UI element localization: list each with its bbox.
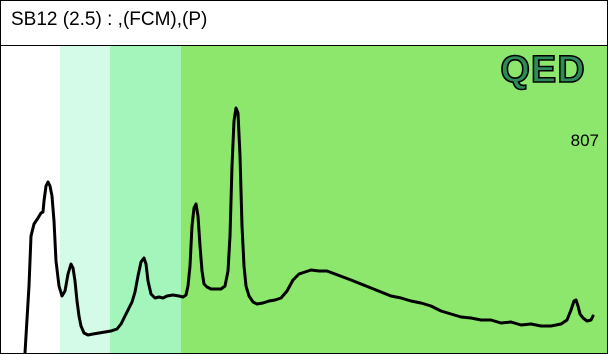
spectrum-plot-area: QED 807: [1, 46, 607, 353]
count-readout: 807: [570, 131, 599, 150]
zone-mid: [110, 46, 181, 353]
spectrum-svg: QED: [23, 46, 607, 353]
sample-title: SB12 (2.5) : ,(FCM),(P): [11, 9, 208, 30]
spectrum-trace: [23, 106, 595, 353]
qed-logo: QED: [500, 49, 585, 91]
title-bar: SB12 (2.5) : ,(FCM),(P): [1, 1, 607, 46]
zone-main: [181, 46, 607, 353]
zone-light: [60, 46, 110, 353]
